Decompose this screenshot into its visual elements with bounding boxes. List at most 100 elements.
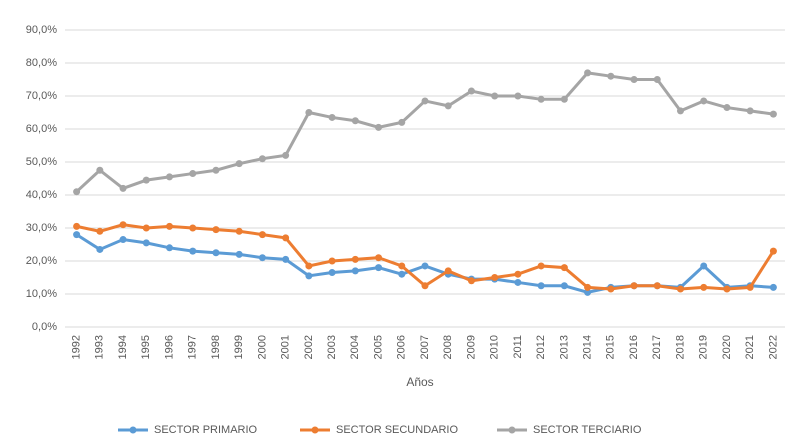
data-point	[328, 257, 336, 265]
data-point	[328, 113, 336, 121]
data-point	[491, 274, 499, 281]
data-point	[212, 249, 220, 257]
legend-marker	[508, 426, 516, 434]
data-point	[630, 76, 638, 83]
data-point	[769, 247, 777, 255]
data-point	[723, 104, 731, 112]
x-tick-label: 2007	[419, 335, 431, 359]
data-point	[514, 278, 522, 286]
x-tick-label: 2013	[558, 335, 570, 359]
data-point	[607, 72, 615, 80]
x-tick-label: 2012	[535, 335, 547, 359]
data-point	[537, 282, 545, 290]
data-point	[119, 236, 127, 244]
x-tick-label: 2009	[465, 335, 477, 359]
data-point	[119, 184, 127, 192]
x-tick-label: 1998	[210, 335, 222, 359]
legend-marker	[311, 426, 319, 434]
data-point	[444, 267, 452, 275]
data-point	[421, 282, 429, 290]
data-point	[96, 245, 104, 253]
data-point	[258, 254, 266, 262]
data-point	[607, 285, 615, 293]
x-tick-label: 2000	[256, 335, 268, 359]
data-point	[305, 262, 313, 270]
data-point	[467, 87, 475, 95]
data-point	[351, 255, 359, 263]
data-point	[212, 166, 220, 174]
data-point	[375, 264, 383, 272]
data-point	[282, 255, 290, 263]
data-point	[444, 102, 452, 110]
data-point	[560, 95, 568, 103]
data-point	[630, 282, 638, 290]
data-point	[351, 267, 359, 275]
data-point	[166, 244, 174, 252]
x-tick-label: 2004	[349, 335, 361, 359]
y-tick-label: 60,0%	[26, 123, 57, 135]
x-tick-label: 2017	[651, 335, 663, 359]
x-tick-label: 1997	[187, 335, 199, 359]
data-point	[700, 283, 708, 291]
y-tick-label: 0,0%	[32, 321, 57, 333]
data-point	[282, 234, 290, 242]
x-tick-label: 2019	[698, 335, 710, 359]
data-point	[560, 282, 568, 290]
data-point	[235, 227, 243, 235]
data-point	[700, 97, 708, 105]
data-point	[96, 166, 104, 174]
data-point	[189, 247, 197, 255]
data-point	[537, 262, 545, 270]
data-point	[375, 123, 383, 131]
y-tick-label: 70,0%	[26, 90, 57, 102]
data-point	[73, 222, 81, 230]
x-tick-label: 2014	[581, 335, 593, 359]
data-point	[723, 285, 731, 293]
series-line	[76, 223, 775, 291]
y-tick-label: 80,0%	[26, 57, 57, 69]
x-tick-label: 1999	[233, 335, 245, 359]
data-point	[189, 170, 197, 178]
x-tick-label: 1993	[94, 335, 106, 359]
x-tick-label: 2011	[512, 335, 524, 359]
data-point	[653, 282, 661, 290]
data-point	[700, 262, 708, 270]
data-point	[584, 69, 592, 77]
data-point	[258, 155, 266, 163]
x-tick-label: 2005	[372, 335, 384, 359]
x-tick-label: 2015	[605, 335, 617, 359]
y-tick-label: 20,0%	[26, 255, 57, 267]
data-point	[282, 151, 290, 159]
data-point	[73, 231, 81, 239]
x-tick-label: 2008	[442, 335, 454, 359]
data-point	[142, 239, 150, 247]
data-point	[467, 277, 475, 285]
data-point	[398, 118, 406, 126]
data-point	[119, 221, 127, 229]
data-point	[421, 97, 429, 105]
data-point	[746, 283, 754, 291]
data-point	[166, 173, 174, 181]
data-point	[142, 176, 150, 184]
x-tick-label: 2002	[303, 335, 315, 359]
x-tick-label: 1996	[163, 335, 175, 359]
data-point	[560, 264, 568, 272]
data-point	[73, 188, 81, 196]
data-point	[166, 222, 174, 230]
data-point	[189, 224, 197, 232]
data-point	[398, 270, 406, 278]
data-point	[537, 95, 545, 103]
series-line	[75, 71, 774, 193]
legend-marker	[129, 426, 137, 434]
data-point	[351, 117, 359, 125]
y-tick-label: 10,0%	[26, 288, 57, 300]
data-point	[769, 110, 777, 118]
y-tick-label: 40,0%	[26, 189, 57, 201]
x-tick-label: 2021	[744, 335, 756, 359]
x-tick-label: 1995	[140, 335, 152, 359]
data-point	[398, 262, 406, 270]
legend-label: SECTOR SECUNDARIO	[336, 424, 458, 436]
data-point	[235, 160, 243, 168]
data-point	[584, 283, 592, 291]
